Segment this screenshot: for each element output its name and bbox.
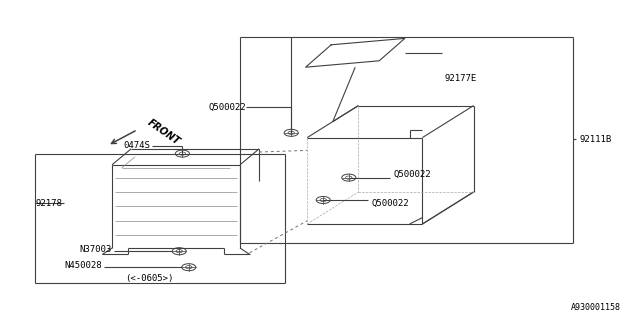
Text: 0474S: 0474S	[124, 141, 150, 150]
Text: Q500022: Q500022	[371, 199, 409, 208]
Text: 92111B: 92111B	[579, 135, 611, 144]
Text: (<-0605>): (<-0605>)	[125, 274, 173, 283]
Text: A930001158: A930001158	[571, 303, 621, 312]
Text: N37003: N37003	[80, 245, 112, 254]
Text: Q500022: Q500022	[394, 170, 431, 179]
Text: FRONT: FRONT	[146, 117, 182, 147]
Text: 92177E: 92177E	[445, 74, 477, 83]
Text: 92178: 92178	[35, 199, 62, 208]
Text: N450028: N450028	[65, 261, 102, 270]
Text: Q500022: Q500022	[209, 103, 246, 112]
